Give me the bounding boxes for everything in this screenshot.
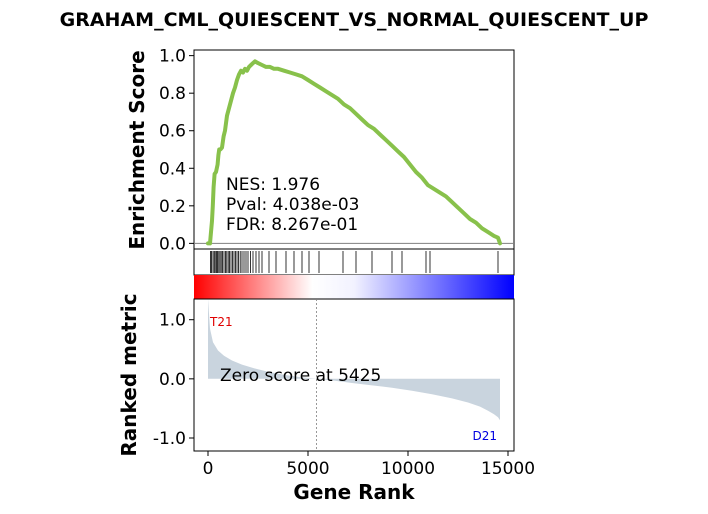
rm-ytick-label: -1.0: [153, 429, 186, 449]
ranked-y-axis-label: Ranked metric: [117, 293, 141, 456]
es-ytick-label: 0.6: [159, 122, 186, 142]
gene-hit-lines: [209, 251, 499, 273]
enrichment-panel: 0.0 0.2 0.4 0.6 0.8 1.0 NES: 1.976 Pval: 4.03…: [125, 47, 515, 254]
ranked-x-ticks: 0 5000 10000 15000: [203, 451, 535, 479]
ranked-plot-frame: [193, 298, 515, 452]
pval-stat: Pval: 4.038e-03: [226, 195, 359, 215]
ranked-metric-panel: 1.0 0.0 -1.0 0 5000 10000 15000 Zero score at…: [117, 293, 535, 504]
hits-panel: [193, 248, 515, 276]
enrichment-y-axis-label: Enrichment Score: [125, 50, 149, 249]
x-axis-label: Gene Rank: [293, 480, 415, 504]
es-ytick-label: 1.0: [159, 47, 186, 67]
xtick-label: 10000: [381, 459, 435, 479]
es-ytick-label: 0.4: [159, 159, 186, 179]
xtick-label: 0: [203, 459, 214, 479]
rm-ytick-label: 1.0: [159, 311, 186, 331]
es-ytick-label: 0.2: [159, 197, 186, 217]
low-class-label: D21: [472, 429, 497, 443]
ranked-metric-area: [208, 299, 500, 421]
chart-title: GRAHAM_CML_QUIESCENT_VS_NORMAL_QUIESCENT…: [60, 9, 649, 31]
xtick-label: 15000: [481, 459, 535, 479]
xtick-label: 5000: [286, 459, 329, 479]
fdr-stat: FDR: 8.267e-01: [226, 215, 358, 235]
es-curve-line: [206, 59, 502, 246]
nes-stat: NES: 1.976: [226, 175, 320, 195]
enrichment-y-ticks: 0.0 0.2 0.4 0.6 0.8 1.0: [159, 47, 194, 254]
es-ytick-label: 0.0: [159, 234, 186, 254]
rank-color-bar: [194, 275, 514, 299]
ranked-y-ticks: 1.0 0.0 -1.0: [153, 311, 194, 449]
rm-ytick-label: 0.0: [159, 370, 186, 390]
es-ytick-label: 0.8: [159, 84, 186, 104]
zero-score-annotation: Zero score at 5425: [220, 366, 381, 386]
high-class-label: T21: [209, 315, 233, 329]
